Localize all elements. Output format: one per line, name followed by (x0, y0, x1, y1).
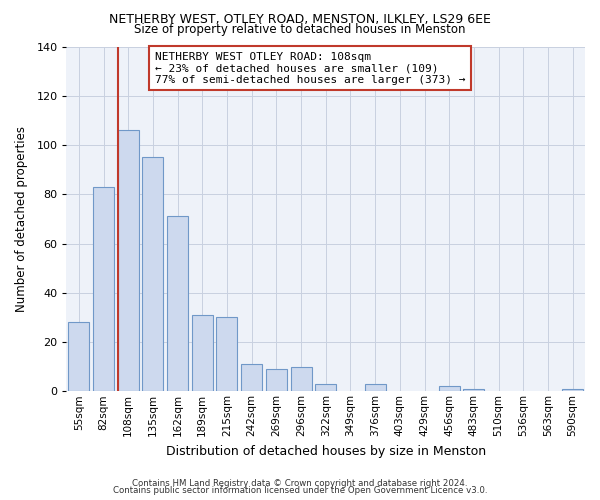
Bar (68, 322, 89, 392)
Bar (315, 384, 336, 392)
Bar (290, 366, 311, 392)
X-axis label: Distribution of detached houses by size in Menston: Distribution of detached houses by size … (166, 444, 486, 458)
Text: Size of property relative to detached houses in Menston: Size of property relative to detached ho… (134, 22, 466, 36)
Bar (463, 389, 484, 392)
Bar (118, 130, 139, 392)
Bar (241, 364, 262, 392)
Bar (562, 389, 583, 392)
Text: Contains HM Land Registry data © Crown copyright and database right 2024.: Contains HM Land Registry data © Crown c… (132, 478, 468, 488)
Bar (365, 384, 386, 392)
Bar (439, 386, 460, 392)
Bar (192, 315, 213, 392)
Bar (266, 369, 287, 392)
Bar (93, 187, 114, 392)
Text: NETHERBY WEST, OTLEY ROAD, MENSTON, ILKLEY, LS29 6EE: NETHERBY WEST, OTLEY ROAD, MENSTON, ILKL… (109, 12, 491, 26)
Bar (142, 158, 163, 392)
Bar (217, 318, 238, 392)
Bar (167, 216, 188, 392)
Text: NETHERBY WEST OTLEY ROAD: 108sqm
← 23% of detached houses are smaller (109)
77% : NETHERBY WEST OTLEY ROAD: 108sqm ← 23% o… (155, 52, 465, 85)
Text: Contains public sector information licensed under the Open Government Licence v3: Contains public sector information licen… (113, 486, 487, 495)
Y-axis label: Number of detached properties: Number of detached properties (15, 126, 28, 312)
